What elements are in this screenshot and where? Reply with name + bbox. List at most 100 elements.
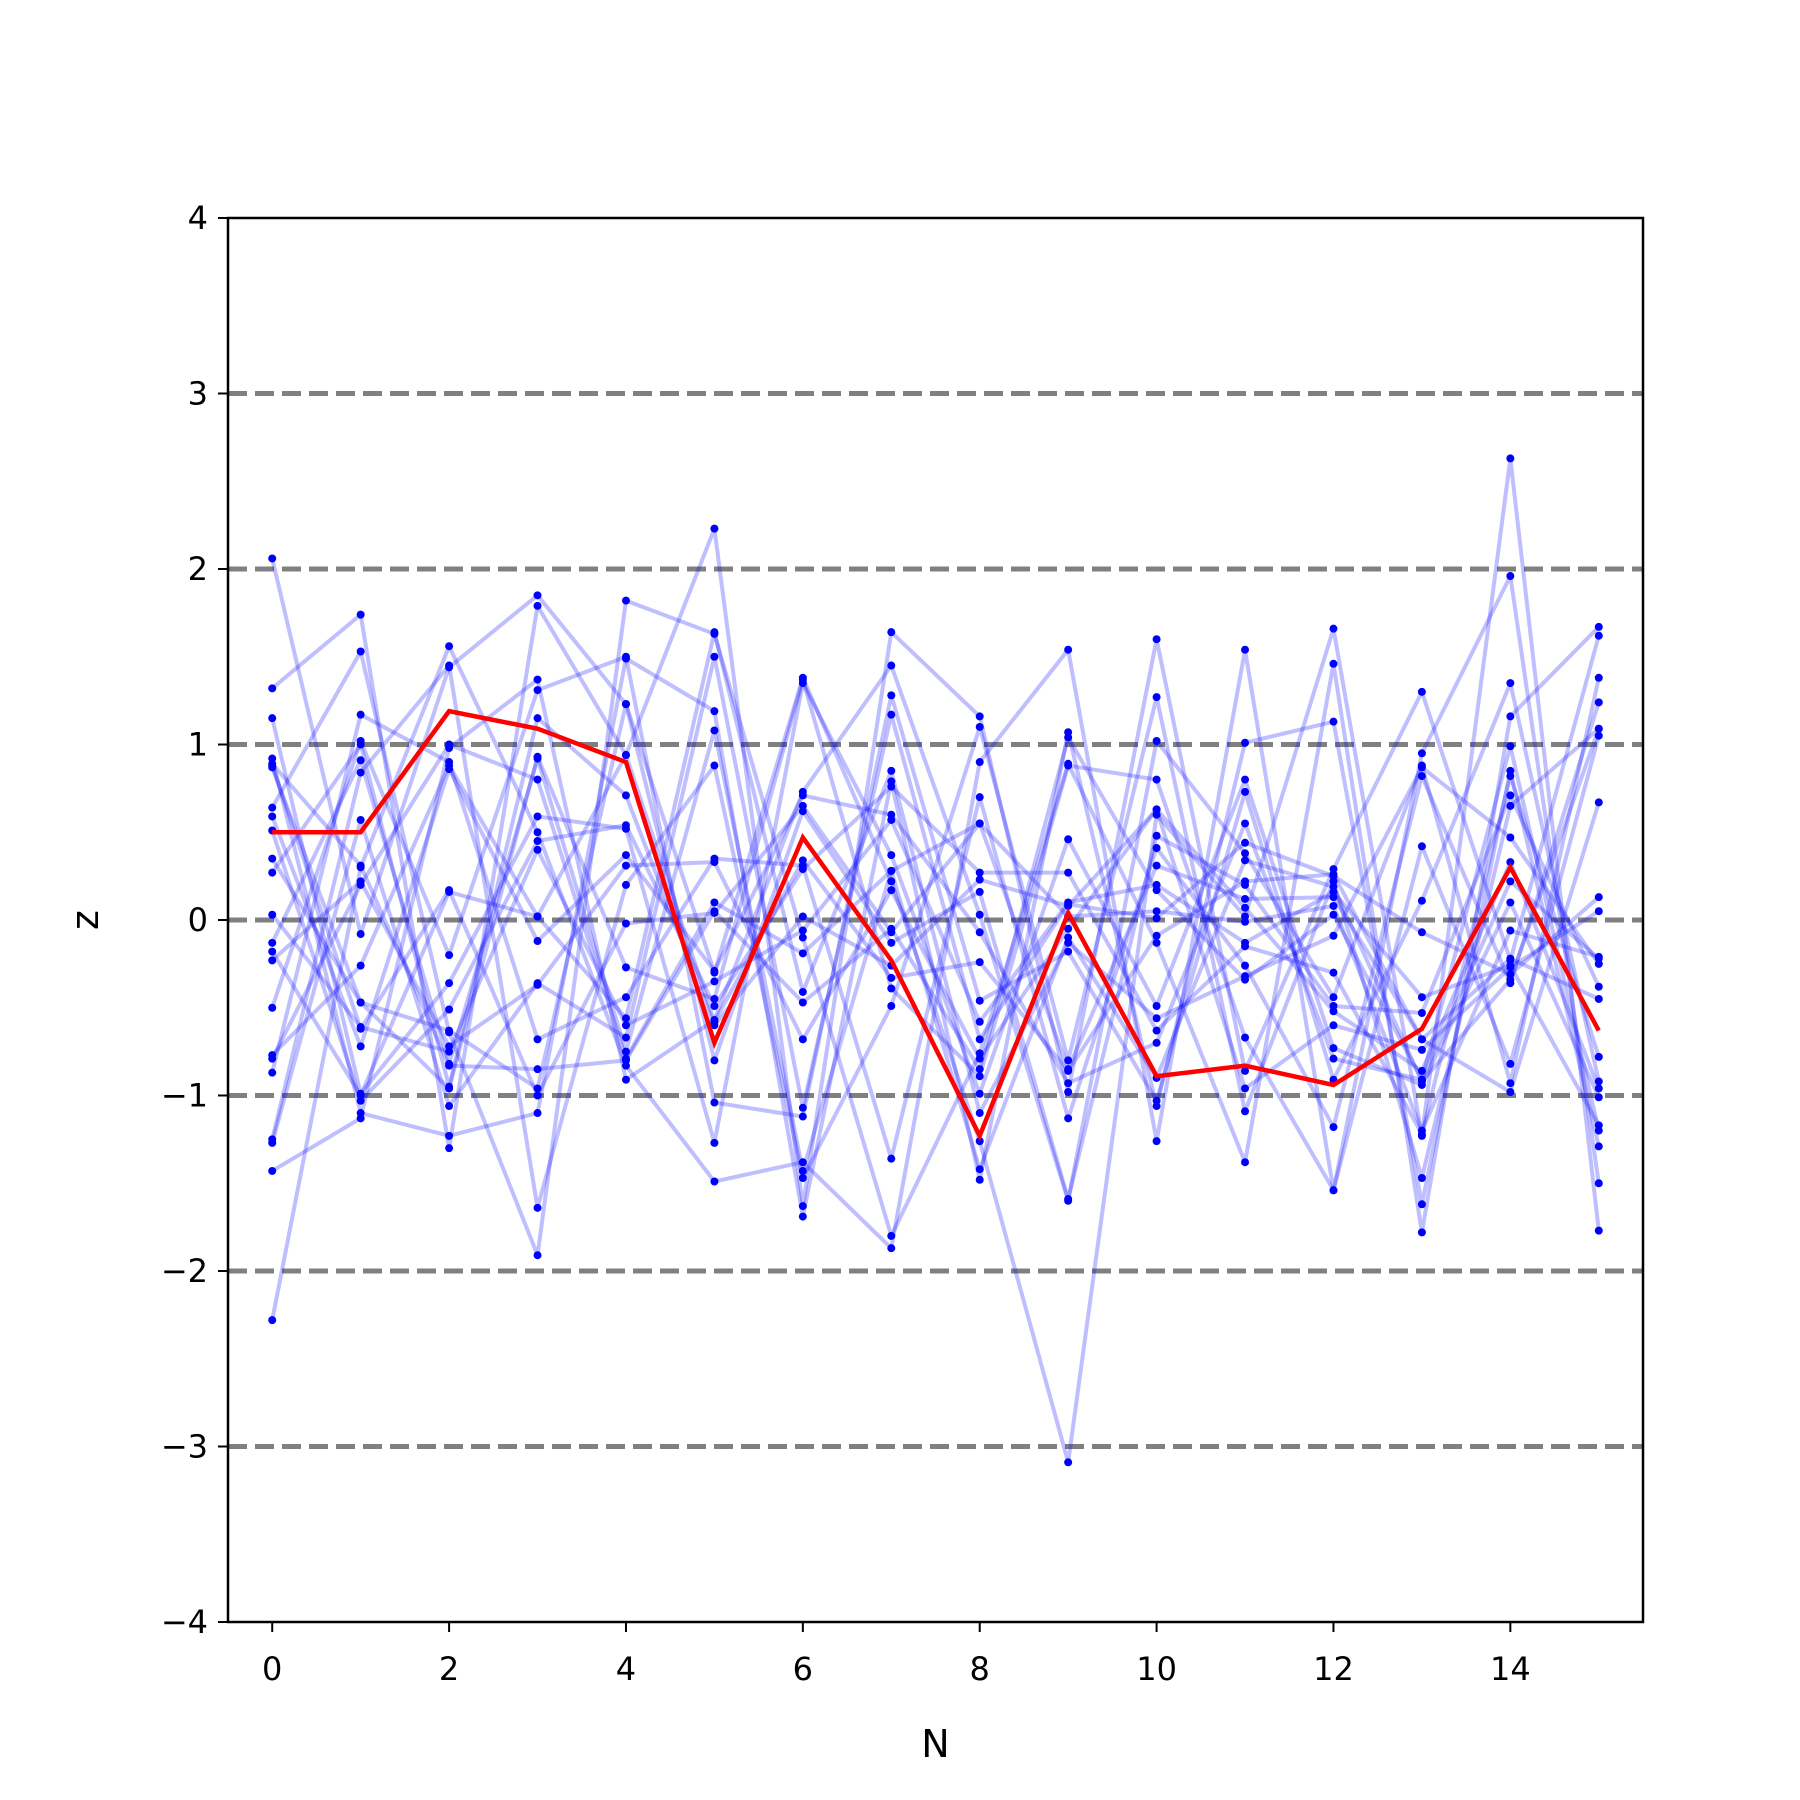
sample-point bbox=[1241, 787, 1250, 796]
sample-point bbox=[1329, 1044, 1338, 1053]
sample-point bbox=[1152, 775, 1161, 784]
sample-point bbox=[710, 524, 719, 533]
sample-point bbox=[1064, 933, 1073, 942]
sample-line bbox=[270, 735, 1601, 1082]
sample-point bbox=[1594, 1142, 1603, 1151]
sample-point bbox=[1329, 659, 1338, 668]
sample-point bbox=[445, 979, 454, 988]
sample-point bbox=[1329, 1054, 1338, 1063]
sample-point bbox=[533, 980, 542, 989]
sample-point bbox=[1329, 1186, 1338, 1195]
sample-point bbox=[887, 886, 896, 895]
sample-point bbox=[268, 938, 277, 947]
sample-point bbox=[798, 1212, 807, 1221]
y-tick-label: 1 bbox=[188, 726, 208, 764]
sample-point bbox=[268, 1003, 277, 1012]
x-tick-label: 10 bbox=[1136, 1650, 1177, 1688]
x-tick-label: 2 bbox=[439, 1650, 459, 1688]
sample-point bbox=[1241, 856, 1250, 865]
sample-point bbox=[621, 700, 630, 709]
sample-line bbox=[270, 663, 1601, 1210]
sample-point bbox=[268, 1068, 277, 1077]
x-axis: 0 2 4 6 8 10 12 14 bbox=[262, 1622, 1531, 1688]
sample-point bbox=[533, 837, 542, 846]
sample-point bbox=[1506, 801, 1515, 810]
sample-point bbox=[975, 1065, 984, 1074]
sample-point bbox=[621, 1075, 630, 1084]
sample-point bbox=[1506, 454, 1515, 463]
sample-point bbox=[1329, 931, 1338, 940]
sample-point bbox=[356, 1091, 365, 1100]
sample-point bbox=[356, 1023, 365, 1032]
sample-point bbox=[975, 819, 984, 828]
sample-point bbox=[445, 1047, 454, 1056]
sample-point bbox=[710, 1001, 719, 1010]
sample-point bbox=[445, 642, 454, 651]
sample-point bbox=[887, 1154, 896, 1163]
sample-point bbox=[621, 1014, 630, 1023]
sample-point bbox=[268, 854, 277, 863]
sample-point bbox=[975, 758, 984, 767]
sample-point bbox=[798, 791, 807, 800]
sample-point bbox=[1329, 887, 1338, 896]
sample-point bbox=[1241, 1066, 1250, 1075]
sample-point bbox=[533, 1109, 542, 1118]
sample-point bbox=[533, 754, 542, 763]
sample-point bbox=[533, 828, 542, 837]
sample-point bbox=[887, 661, 896, 670]
sample-point bbox=[1506, 1059, 1515, 1068]
sample-point bbox=[975, 910, 984, 919]
sample-point bbox=[887, 628, 896, 637]
sample-point bbox=[887, 938, 896, 947]
sample-point bbox=[1064, 924, 1073, 933]
sample-point bbox=[798, 1166, 807, 1175]
sample-point bbox=[975, 793, 984, 802]
sample-point bbox=[621, 1047, 630, 1056]
sample-point bbox=[1417, 928, 1426, 937]
sample-point bbox=[1506, 791, 1515, 800]
sample-point bbox=[268, 868, 277, 877]
sample-point bbox=[975, 887, 984, 896]
sample-point bbox=[798, 933, 807, 942]
sample-point bbox=[1594, 731, 1603, 740]
sample-point bbox=[1506, 1087, 1515, 1096]
sample-point bbox=[1064, 1114, 1073, 1123]
sample-point bbox=[445, 740, 454, 749]
x-axis-label: N bbox=[921, 1722, 949, 1766]
y-axis: −4 −3 −2 −1 0 1 2 3 4 bbox=[161, 199, 228, 1641]
sample-series bbox=[268, 454, 1603, 1467]
sample-point bbox=[798, 912, 807, 921]
sample-point bbox=[1152, 931, 1161, 940]
sample-point bbox=[621, 880, 630, 889]
sample-point bbox=[356, 1109, 365, 1118]
sample-point bbox=[710, 726, 719, 735]
sample-point bbox=[1417, 1009, 1426, 1018]
sample-point bbox=[710, 898, 719, 907]
sample-point bbox=[1594, 1121, 1603, 1130]
y-tick-label: 4 bbox=[188, 199, 208, 237]
sample-point bbox=[887, 782, 896, 791]
sample-point bbox=[975, 722, 984, 731]
sample-point bbox=[356, 647, 365, 656]
sample-point bbox=[1064, 1056, 1073, 1065]
sample-line bbox=[270, 654, 1601, 1119]
sample-point bbox=[1152, 938, 1161, 947]
sample-point bbox=[1594, 798, 1603, 807]
sample-point bbox=[1506, 712, 1515, 721]
sample-point bbox=[1241, 894, 1250, 903]
sample-point bbox=[1329, 1007, 1338, 1016]
sample-point bbox=[1241, 819, 1250, 828]
sample-point bbox=[887, 877, 896, 886]
sample-point bbox=[975, 1089, 984, 1098]
sample-point bbox=[1594, 907, 1603, 916]
sample-point bbox=[1152, 886, 1161, 895]
sample-point bbox=[798, 856, 807, 865]
sample-point bbox=[621, 791, 630, 800]
sample-line bbox=[270, 774, 1601, 1137]
sample-point bbox=[445, 1102, 454, 1111]
sample-point bbox=[1241, 961, 1250, 970]
sample-point bbox=[621, 652, 630, 661]
sample-point bbox=[798, 1173, 807, 1182]
sample-point bbox=[268, 714, 277, 723]
